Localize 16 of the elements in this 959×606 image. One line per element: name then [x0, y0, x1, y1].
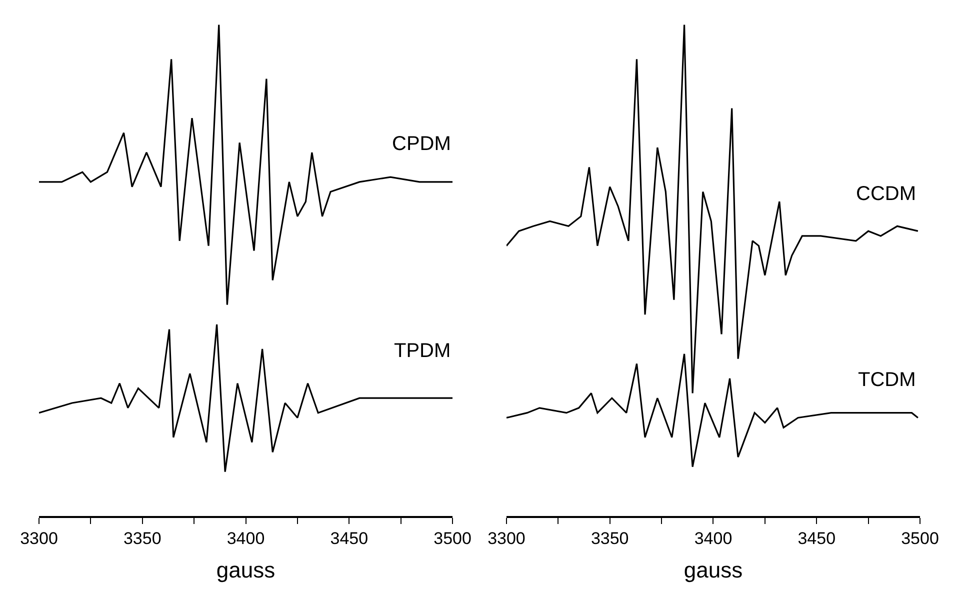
x-tick-label: 3500: [434, 529, 472, 548]
x-tick-label: 3350: [590, 529, 629, 548]
series-label: TCDM: [858, 369, 916, 391]
x-tick-label: 3300: [488, 529, 526, 548]
x-axis-title: gauss: [216, 558, 276, 583]
x-tick-label: 3400: [226, 529, 265, 548]
x-tick-label: 3400: [694, 529, 732, 548]
series-label: CPDM: [392, 133, 451, 155]
x-tick-label: 3500: [901, 529, 939, 548]
series-label: CCDM: [856, 183, 916, 205]
series-label: TPDM: [394, 340, 451, 362]
x-tick-label: 3350: [123, 529, 162, 548]
x-tick-label: 3450: [798, 529, 836, 548]
x-tick-label: 3450: [330, 529, 368, 548]
x-axis-title: gauss: [684, 558, 743, 583]
x-tick-label: 3300: [20, 529, 58, 548]
